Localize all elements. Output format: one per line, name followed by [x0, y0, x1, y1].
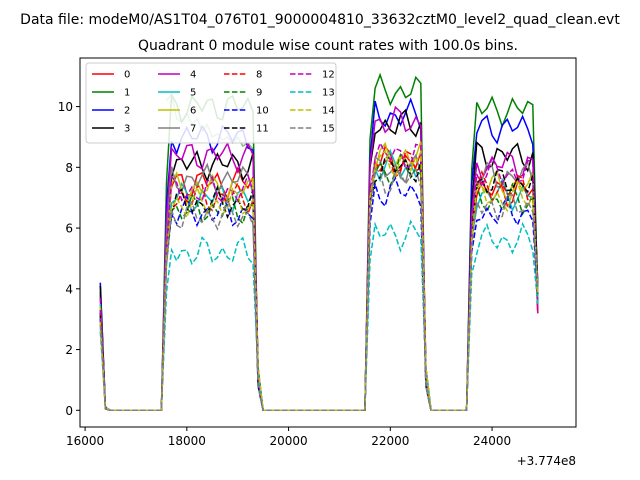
legend-label-4: 4 [190, 70, 196, 81]
legend-label-3: 3 [124, 124, 130, 135]
y-tick-label: 6 [65, 222, 73, 236]
legend-label-12: 12 [322, 70, 335, 81]
legend-label-14: 14 [322, 106, 335, 117]
y-tick-label: 10 [58, 100, 73, 114]
legend-label-5: 5 [190, 88, 196, 99]
legend-box [85, 62, 337, 144]
y-tick-label: 2 [65, 343, 73, 357]
legend-label-10: 10 [256, 106, 269, 117]
x-tick-label: 20000 [269, 434, 307, 448]
series-15-line [99, 167, 539, 412]
plot-area [99, 72, 539, 412]
legend-label-1: 1 [124, 88, 130, 99]
x-tick-label: 22000 [371, 434, 409, 448]
axes-frame [79, 57, 577, 428]
legend-label-15: 15 [322, 124, 335, 135]
y-tick-label: 8 [65, 161, 73, 175]
figure-suptitle: Data file: modeM0/AS1T04_076T01_90000048… [20, 12, 620, 28]
x-axis: 16000 18000 20000 22000 24000 [66, 427, 511, 448]
y-axis: 0 2 4 6 8 10 [58, 100, 80, 418]
legend-label-13: 13 [322, 88, 335, 99]
x-axis-offset-label: +3.774e8 [517, 454, 576, 468]
legend-label-7: 7 [190, 124, 196, 135]
x-tick-label: 24000 [473, 434, 511, 448]
y-tick-label: 0 [65, 404, 73, 418]
x-tick-label: 18000 [168, 434, 206, 448]
chart-title: Quadrant 0 module wise count rates with … [138, 38, 518, 54]
x-tick-label: 16000 [66, 434, 104, 448]
legend-label-8: 8 [256, 70, 262, 81]
legend-label-11: 11 [256, 124, 269, 135]
legend-label-9: 9 [256, 88, 262, 99]
legend-label-0: 0 [124, 70, 130, 81]
legend-label-2: 2 [124, 106, 130, 117]
y-tick-label: 4 [65, 282, 73, 296]
legend-label-6: 6 [190, 106, 196, 117]
